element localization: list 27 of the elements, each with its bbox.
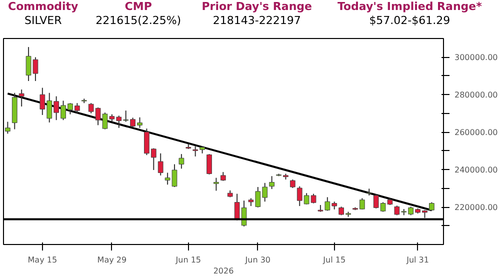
y-tick-label: 280000.00: [454, 90, 498, 100]
x-axis-title: 2026: [213, 266, 234, 276]
x-tick-label: Jul 31: [406, 256, 429, 264]
x-tick-label: May 29: [97, 256, 127, 264]
y-tick-label: 240000.00: [454, 166, 498, 175]
x-tick-label: May 15: [28, 256, 58, 264]
text: Prior Day's Range: [200, 0, 313, 14]
text: $57.02-$61.29: [368, 14, 452, 28]
candlestick: [158, 152, 164, 176]
x-tick-label: Jun 30: [244, 256, 271, 264]
x-tick-label: Jun 15: [174, 256, 202, 264]
y-tick-label: 300000.00: [454, 53, 498, 62]
candlestick: [269, 176, 274, 190]
candlestick: [4, 121, 10, 134]
candlestick: [178, 154, 184, 170]
candlestick: [214, 177, 219, 192]
text: 221615(2.25%): [94, 14, 182, 28]
text: SILVER: [24, 14, 63, 28]
text: Commodity: [7, 0, 80, 14]
y-tick-label: 220000.00: [454, 203, 498, 212]
candlestick: [206, 154, 212, 175]
x-tick-label: Jul 15: [322, 256, 346, 264]
text: Today's Implied Range*: [336, 0, 483, 14]
y-tick-label: 260000.00: [454, 128, 498, 138]
candlestick: [18, 89, 24, 107]
text: 218143-222197: [212, 14, 302, 28]
text: CMP: [124, 0, 153, 14]
